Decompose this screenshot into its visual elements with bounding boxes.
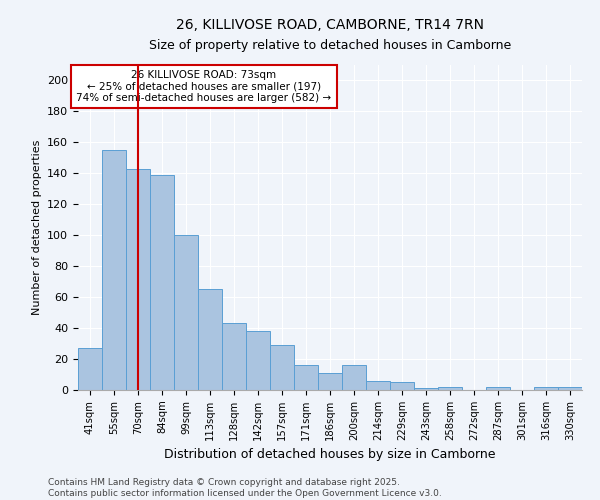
Y-axis label: Number of detached properties: Number of detached properties bbox=[32, 140, 41, 315]
Bar bbox=[198, 290, 222, 390]
Bar bbox=[318, 373, 342, 390]
Bar bbox=[150, 175, 174, 390]
Bar bbox=[126, 168, 150, 390]
Bar bbox=[174, 235, 198, 390]
Bar bbox=[438, 387, 462, 390]
Text: 26 KILLIVOSE ROAD: 73sqm
← 25% of detached houses are smaller (197)
74% of semi-: 26 KILLIVOSE ROAD: 73sqm ← 25% of detach… bbox=[76, 70, 332, 103]
Bar bbox=[246, 331, 270, 390]
Bar bbox=[78, 348, 102, 390]
Text: 26, KILLIVOSE ROAD, CAMBORNE, TR14 7RN: 26, KILLIVOSE ROAD, CAMBORNE, TR14 7RN bbox=[176, 18, 484, 32]
Bar bbox=[222, 324, 246, 390]
Bar bbox=[534, 387, 558, 390]
Bar bbox=[414, 388, 438, 390]
Bar bbox=[342, 365, 366, 390]
Text: Contains HM Land Registry data © Crown copyright and database right 2025.
Contai: Contains HM Land Registry data © Crown c… bbox=[48, 478, 442, 498]
Bar bbox=[294, 365, 318, 390]
Text: Size of property relative to detached houses in Camborne: Size of property relative to detached ho… bbox=[149, 38, 511, 52]
Bar bbox=[558, 387, 582, 390]
X-axis label: Distribution of detached houses by size in Camborne: Distribution of detached houses by size … bbox=[164, 448, 496, 462]
Bar bbox=[366, 380, 390, 390]
Bar bbox=[102, 150, 126, 390]
Bar bbox=[270, 345, 294, 390]
Bar bbox=[390, 382, 414, 390]
Bar bbox=[486, 387, 510, 390]
